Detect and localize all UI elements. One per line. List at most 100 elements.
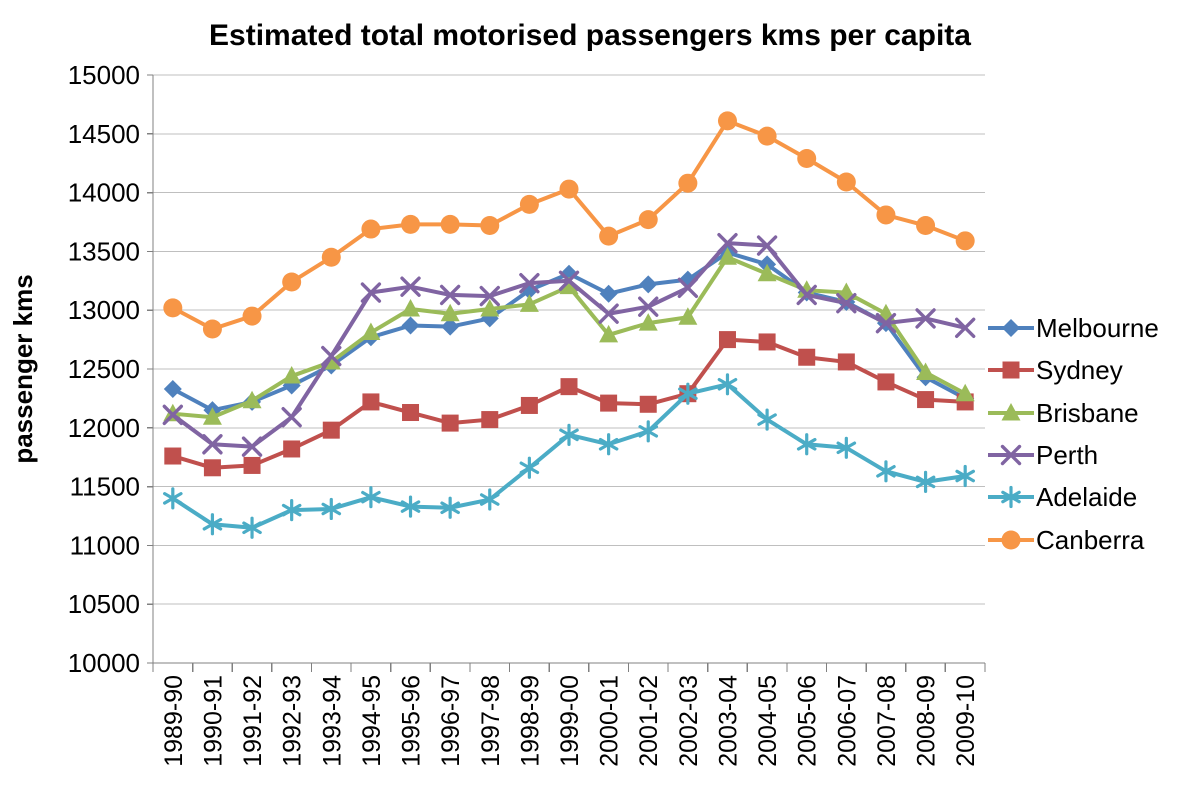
marker-asterisk [321, 497, 342, 521]
marker-triangle [638, 313, 658, 331]
marker-asterisk [361, 486, 381, 509]
marker-x [558, 270, 580, 291]
series-perth [162, 232, 976, 457]
x-tick-label: 1997-98 [477, 675, 505, 767]
data-series [162, 111, 976, 539]
x-tick-label: 1995-96 [398, 675, 426, 767]
x-tick-label: 1992-93 [279, 675, 307, 767]
marker-circle [836, 172, 856, 192]
marker-x [915, 308, 936, 329]
gridlines [153, 74, 985, 605]
marker-square [639, 395, 657, 413]
marker-square [520, 396, 538, 414]
marker-asterisk [559, 423, 579, 446]
marker-triangle [1001, 402, 1021, 421]
marker-circle [361, 219, 381, 239]
marker-asterisk [281, 499, 302, 522]
marker-diamond [163, 379, 182, 398]
x-tick-label: 2009-10 [952, 675, 980, 767]
x-tick-label: 2007-08 [873, 675, 901, 767]
marker-circle [163, 298, 183, 318]
legend-label: Canberra [1036, 524, 1145, 555]
marker-circle [876, 205, 896, 225]
marker-triangle [599, 324, 619, 343]
marker-x [360, 282, 382, 303]
marker-square [560, 378, 578, 396]
legend-label: Brisbane [1036, 397, 1139, 428]
x-tick-label: 2005-06 [794, 675, 822, 767]
marker-triangle [242, 390, 262, 409]
y-tick-label: 13500 [68, 236, 140, 266]
series-sydney [164, 331, 974, 477]
marker-triangle [678, 307, 698, 325]
marker-x [321, 345, 342, 367]
marker-triangle [955, 383, 975, 402]
marker-square [322, 421, 340, 439]
marker-triangle [757, 263, 777, 282]
marker-x [1000, 444, 1022, 466]
marker-diamond [441, 317, 460, 336]
marker-x [598, 303, 619, 324]
marker-diamond [599, 284, 618, 303]
marker-asterisk [400, 495, 421, 518]
legend-label: Adelaide [1036, 482, 1138, 513]
marker-x [519, 272, 540, 294]
x-tick-label: 1999-00 [556, 675, 584, 767]
marker-x [439, 284, 461, 306]
y-tick-label: 12500 [68, 354, 140, 384]
marker-x [281, 407, 302, 428]
marker-circle [519, 194, 539, 214]
series-canberra [163, 111, 975, 339]
marker-asterisk [836, 436, 857, 459]
marker-x [638, 296, 659, 317]
y-tick-label: 13000 [68, 295, 140, 325]
marker-asterisk [638, 420, 659, 443]
marker-circle [717, 111, 737, 131]
legend-marker-triangle-icon [988, 402, 1034, 421]
y-axis-title: passenger kms [8, 274, 38, 463]
marker-circle [1001, 530, 1021, 550]
legend: Melbourne Sydney Brisbane Perth Adelaide Canb… [987, 307, 1181, 561]
marker-triangle [361, 322, 381, 341]
x-tick-label: 2001-02 [635, 675, 663, 767]
y-axis-tick-labels: 10000 10500 11000 11500 12000 12500 13000 13500… [68, 60, 140, 678]
x-tick-label: 1998-99 [516, 675, 544, 767]
marker-triangle [401, 299, 421, 317]
marker-square [837, 353, 855, 371]
marker-x [796, 284, 817, 306]
legend-marker-square-icon [988, 361, 1034, 379]
marker-circle [599, 226, 619, 246]
marker-asterisk [519, 456, 540, 479]
marker-asterisk [876, 460, 896, 483]
marker-asterisk [163, 487, 183, 510]
x-tick-label: 2008-09 [913, 675, 941, 767]
legend-marker-x-icon [988, 444, 1034, 466]
legend-label: Melbourne [1036, 313, 1159, 344]
marker-square [283, 440, 301, 458]
marker-asterisk [1001, 486, 1021, 509]
marker-square [243, 456, 261, 474]
marker-asterisk [717, 373, 738, 396]
marker-asterisk [202, 513, 223, 536]
legend-item-canberra: Canberra [987, 518, 1181, 560]
marker-square [481, 411, 499, 429]
marker-x [836, 292, 857, 314]
chart-title: Estimated total motorised passengers kms… [209, 19, 971, 52]
marker-triangle [282, 366, 302, 384]
marker-circle [916, 216, 936, 236]
y-tick-label: 14500 [68, 119, 140, 149]
marker-triangle [797, 280, 817, 298]
y-tick-label: 11000 [70, 530, 140, 560]
y-tick-label: 12000 [68, 413, 140, 443]
marker-square [1002, 361, 1020, 379]
marker-x [756, 235, 778, 256]
marker-square [877, 373, 895, 391]
marker-square [758, 333, 776, 351]
x-tick-label: 2000-01 [596, 675, 624, 767]
x-tick-label: 1990-91 [199, 675, 227, 767]
marker-asterisk [479, 488, 500, 511]
marker-asterisk [440, 496, 460, 519]
marker-square [402, 404, 420, 422]
marker-diamond [1002, 319, 1020, 338]
